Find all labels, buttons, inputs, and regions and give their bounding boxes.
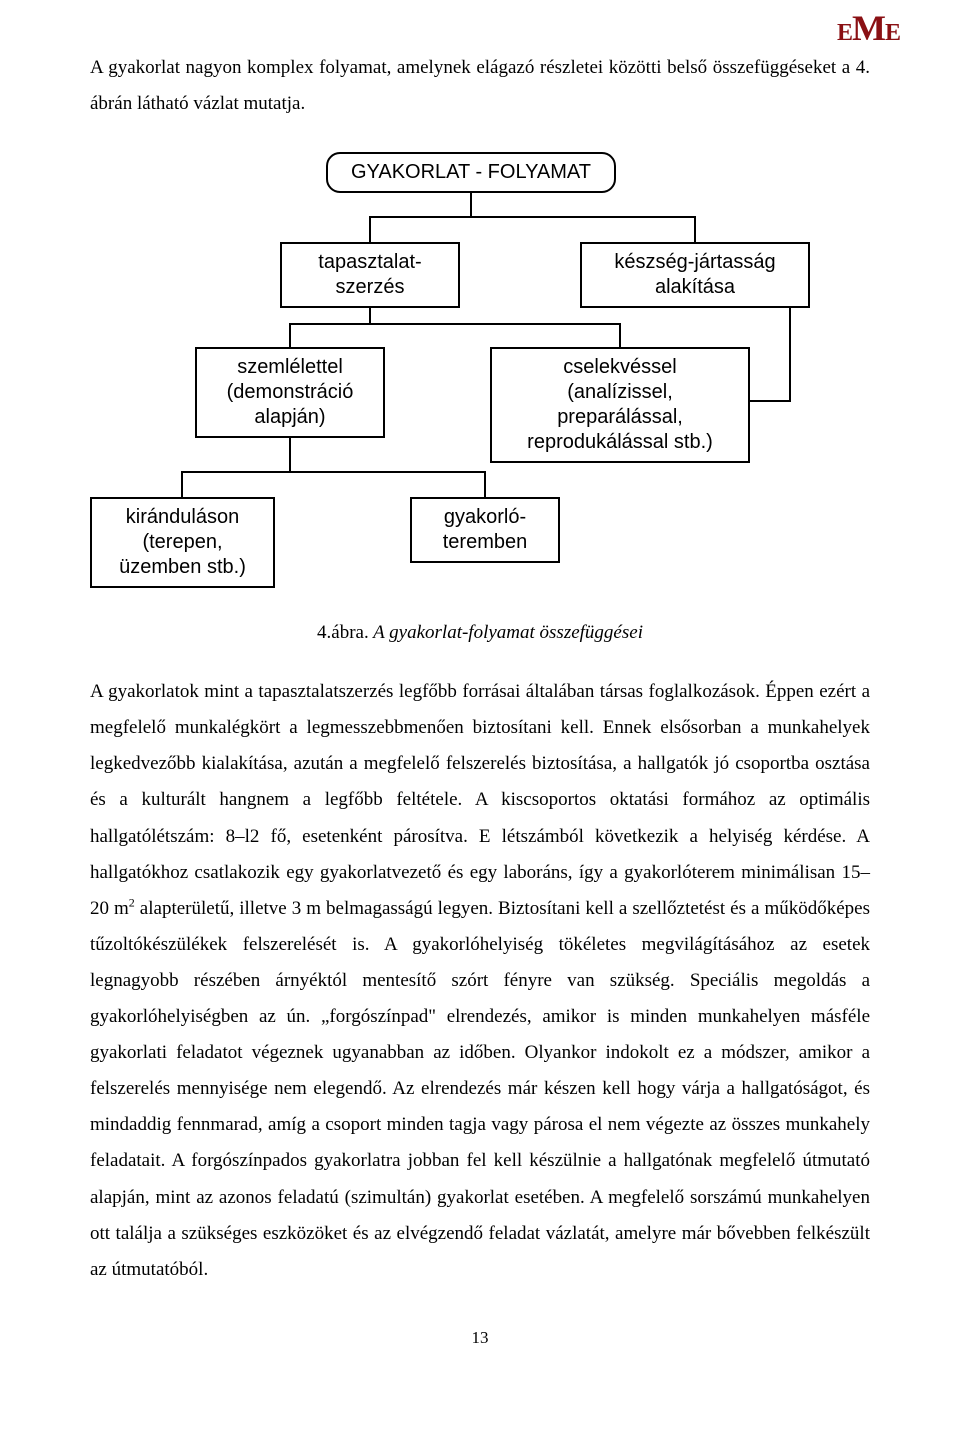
flow-node-line: preparálással, [502, 405, 738, 430]
flow-edge [750, 302, 790, 401]
figure-number: 4.ábra. [317, 622, 369, 643]
superscript: 2 [129, 895, 135, 909]
flow-node-line: (terepen, [102, 530, 263, 555]
body-line: Speciális megoldás a gyakorlóhelyiségben… [90, 970, 870, 1280]
logo-letter-e1: E [837, 20, 852, 46]
body-text: A gyakorlatok mint a tapasztalatszerzés … [90, 674, 870, 1288]
flow-node-line: teremben [422, 530, 548, 555]
page: EME A gyakorlat nagyon komplex folyamat,… [0, 0, 960, 1388]
logo: EME [837, 10, 900, 46]
flow-node-line: készség-jártasság [592, 250, 798, 275]
flow-node-line: (analízissel, [502, 380, 738, 405]
flow-node-line: üzemben stb.) [102, 555, 263, 580]
flow-edge [182, 431, 290, 497]
flow-node-gyak: gyakorló-teremben [410, 497, 560, 563]
flow-node-tap: tapasztalat-szerzés [280, 242, 460, 308]
flow-node-line: kiránduláson [102, 505, 263, 530]
logo-letter-m: M [852, 8, 885, 48]
flow-node-kesz: készség-jártasságalakítása [580, 242, 810, 308]
flow-node-csel: cselekvéssel(analízissel,preparálással,r… [490, 347, 750, 463]
flow-node-line: cselekvéssel [502, 355, 738, 380]
logo-letter-e2: E [885, 20, 900, 46]
flow-edge [370, 192, 471, 242]
flow-node-line: gyakorló- [422, 505, 548, 530]
flow-node-kir: kiránduláson(terepen,üzemben stb.) [90, 497, 275, 588]
page-number: 13 [90, 1328, 870, 1348]
figure-caption-text: A gyakorlat-folyamat összefüggései [373, 622, 643, 643]
intro-paragraph: A gyakorlat nagyon komplex folyamat, ame… [90, 50, 870, 122]
flow-node-line: alapján) [207, 405, 373, 430]
flow-edge [290, 431, 485, 497]
flow-node-root: GYAKORLAT - FOLYAMAT [326, 152, 616, 193]
flow-edge [290, 302, 370, 347]
flow-node-line: szerzés [292, 275, 448, 300]
flow-node-line: alakítása [592, 275, 798, 300]
flow-node-line: tapasztalat- [292, 250, 448, 275]
flow-edge [471, 192, 695, 242]
flowchart: GYAKORLAT - FOLYAMAT tapasztalat-szerzés k… [90, 152, 870, 592]
flow-node-szem: szemlélettel(demonstrációalapján) [195, 347, 385, 438]
flow-node-line: reprodukálással stb.) [502, 430, 738, 455]
flow-node-line: GYAKORLAT - FOLYAMAT [338, 160, 604, 185]
flow-edge [370, 302, 620, 347]
flow-node-line: (demonstráció [207, 380, 373, 405]
flow-node-line: szemlélettel [207, 355, 373, 380]
figure-caption: 4.ábra. A gyakorlat-folyamat összefüggés… [90, 622, 870, 644]
body-line: A kiscsoportos oktatási formához az opti… [90, 789, 870, 990]
